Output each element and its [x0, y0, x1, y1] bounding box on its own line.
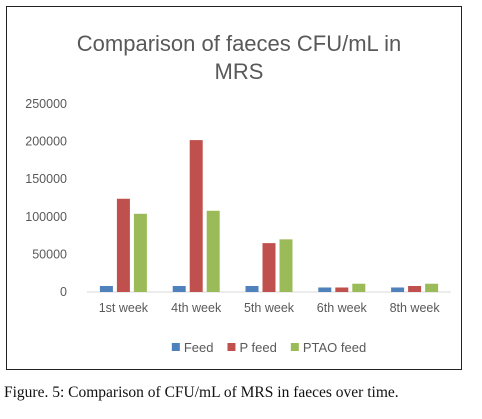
- bar: [99, 285, 113, 292]
- chart-frame: Comparison of faeces CFU/mL in MRS 0 5000…: [6, 6, 462, 370]
- legend-label: PTAO feed: [303, 340, 366, 355]
- bar: [133, 213, 147, 292]
- bar-chart: Comparison of faeces CFU/mL in MRS 0 5000…: [25, 31, 451, 355]
- bar: [189, 140, 203, 292]
- y-tick-label: 250000: [25, 97, 67, 111]
- legend-swatch: [227, 343, 236, 351]
- legend: Feed P feed PTAO feed: [171, 340, 366, 355]
- legend-swatch: [290, 343, 299, 351]
- x-tick-label: 4th week: [171, 301, 222, 315]
- bar: [352, 283, 366, 292]
- x-tick-label: 1st week: [99, 301, 149, 315]
- bar: [408, 285, 422, 292]
- x-tick-label: 5th week: [244, 301, 295, 315]
- bar: [206, 210, 220, 292]
- bar: [391, 287, 405, 292]
- bar: [318, 287, 332, 292]
- x-axis-labels: 1st week 4th week 5th week 6th week 8th week: [99, 301, 441, 315]
- y-tick-label: 100000: [25, 210, 67, 224]
- bar: [279, 239, 293, 292]
- legend-label: P feed: [239, 340, 276, 355]
- chart-title-line-2: MRS: [215, 59, 264, 84]
- bar: [425, 283, 439, 292]
- legend-label: Feed: [184, 340, 214, 355]
- x-tick-label: 8th week: [390, 301, 441, 315]
- bar: [116, 198, 130, 292]
- figure-caption: Figure. 5: Comparison of CFU/mL of MRS i…: [4, 384, 399, 401]
- y-tick-label: 200000: [25, 135, 67, 149]
- bar: [245, 285, 259, 292]
- x-tick-label: 6th week: [317, 301, 368, 315]
- y-tick-label: 0: [60, 285, 67, 299]
- y-tick-label: 150000: [25, 172, 67, 186]
- y-axis-ticks: 0 50000 100000 150000 200000 250000: [25, 97, 67, 299]
- legend-swatch: [171, 343, 180, 351]
- bar: [262, 243, 276, 292]
- y-tick-label: 50000: [32, 247, 67, 261]
- bars: [99, 140, 439, 292]
- bar: [172, 285, 186, 292]
- bar: [335, 287, 349, 292]
- chart-title-line-1: Comparison of faeces CFU/mL in: [77, 31, 401, 56]
